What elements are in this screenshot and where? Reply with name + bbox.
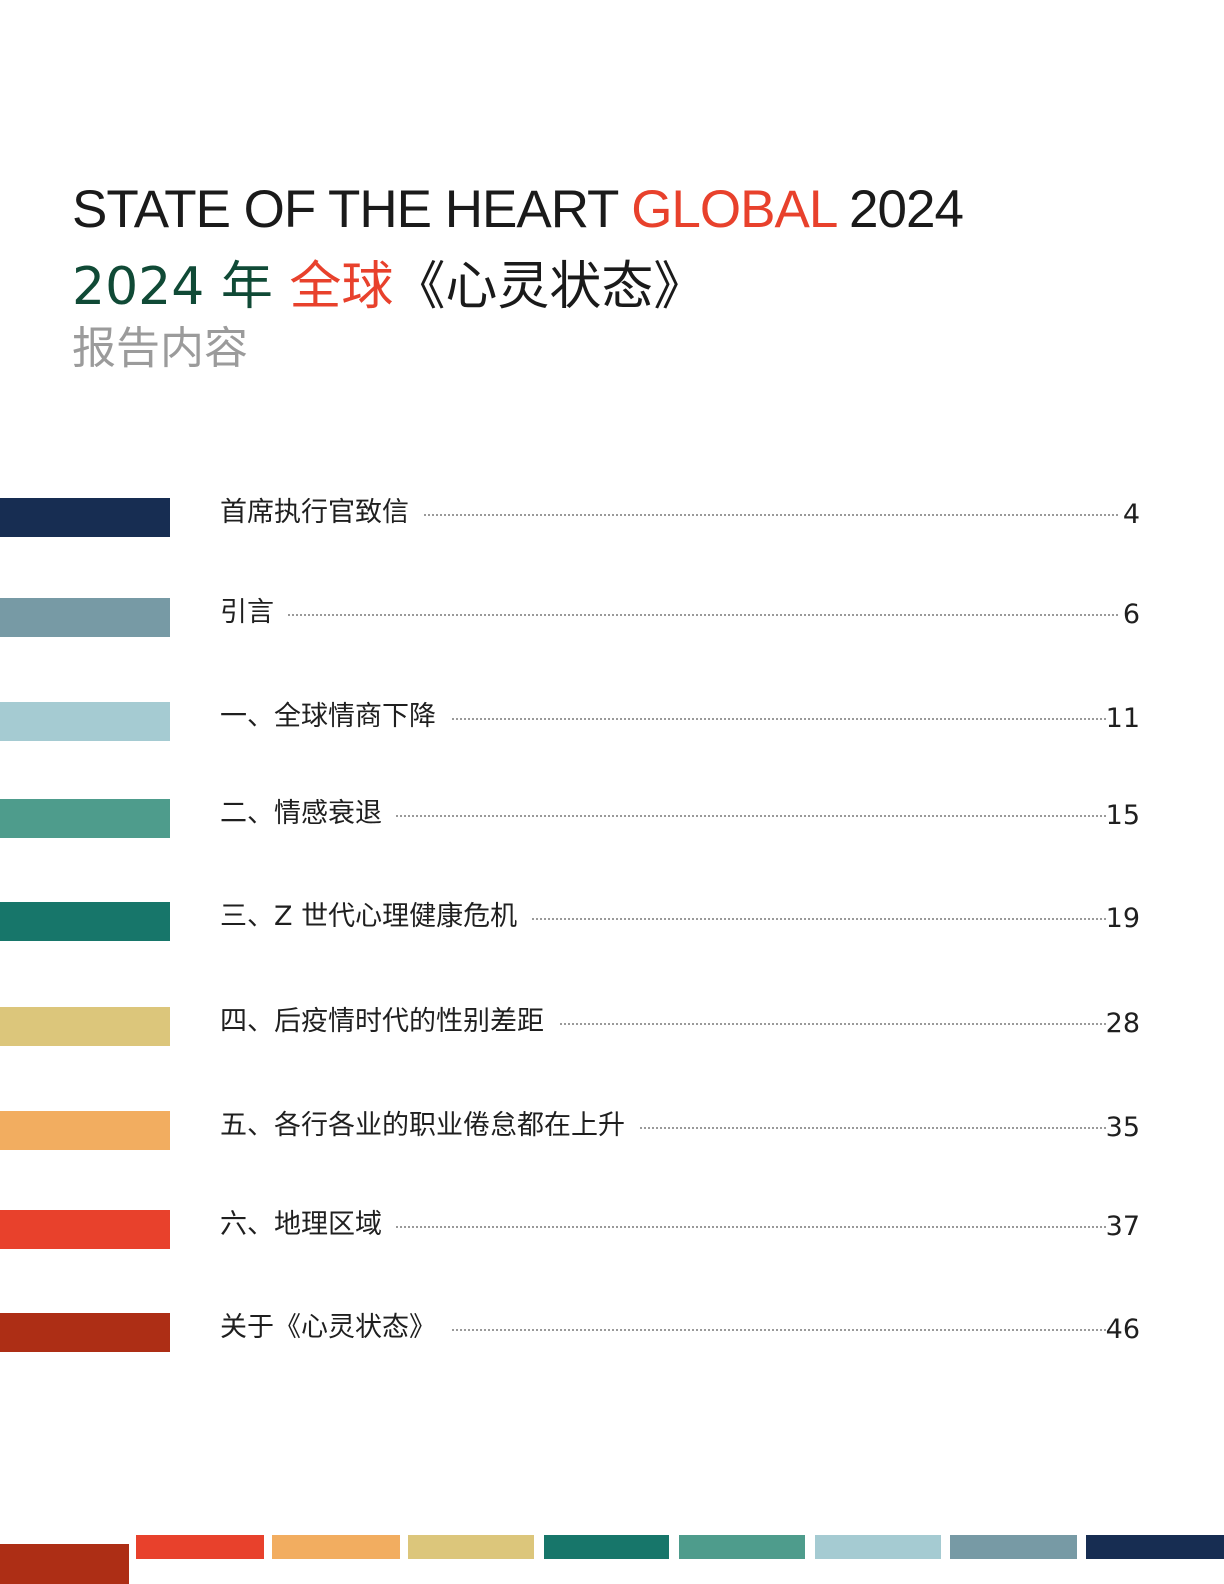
toc-leader-dots [220,718,1118,720]
toc-row[interactable]: 六、地理区域 37 [0,1210,1224,1250]
toc-entry-label[interactable]: 首席执行官致信 [220,498,423,528]
toc-page-number: 35 [1105,1112,1140,1143]
title-chinese: 2024 年 全球《心灵状态》 [72,254,705,320]
footer-color-block [544,1535,669,1559]
toc-leader-dots [220,514,1118,516]
toc-color-bar [0,498,170,537]
title-english-accent: GLOBAL [631,180,836,239]
toc-leader-dots [220,815,1118,817]
title-english: STATE OF THE HEART GLOBAL 2024 [72,178,964,242]
footer-color-block [679,1535,805,1559]
toc-color-bar [0,1111,170,1150]
footer-color-block [950,1535,1077,1559]
toc-row[interactable]: 引言 6 [0,598,1224,638]
toc-entry-label[interactable]: 一、全球情商下降 [220,702,450,732]
toc-color-bar [0,598,170,637]
footer-color-block [408,1535,534,1559]
toc-entry-label[interactable]: 关于《心灵状态》 [220,1313,450,1343]
toc-leader-dots [220,1127,1118,1129]
toc-entry-label[interactable]: 六、地理区域 [220,1210,396,1240]
toc-entry-label[interactable]: 引言 [220,598,288,628]
title-english-part2: 2024 [835,180,964,239]
title-chinese-year: 2024 年 [72,257,290,317]
toc-entry-label[interactable]: 四、后疫情时代的性别差距 [220,1007,558,1037]
title-english-part1: STATE OF THE HEART [72,180,632,239]
title-chinese-accent: 全球 [289,257,394,317]
toc-page-number: 37 [1105,1211,1140,1242]
toc-leader-dots [220,918,1118,920]
toc-color-bar [0,799,170,838]
toc-row[interactable]: 五、各行各业的职业倦怠都在上升 35 [0,1111,1224,1151]
toc-page-number: 11 [1105,703,1140,734]
toc-row[interactable]: 四、后疫情时代的性别差距 28 [0,1007,1224,1047]
toc-row[interactable]: 关于《心灵状态》 46 [0,1313,1224,1353]
toc-leader-dots [220,1329,1118,1331]
toc-leader-dots [220,1226,1118,1228]
toc-leader-dots [220,614,1118,616]
toc-page-number: 19 [1105,903,1140,934]
toc-leader-dots [220,1023,1118,1025]
footer-color-block [272,1535,400,1559]
toc-color-bar [0,1210,170,1249]
toc-row[interactable]: 二、情感衰退 15 [0,799,1224,839]
footer-color-block [0,1544,129,1584]
toc-page-number: 4 [1122,499,1140,530]
toc-page-number: 46 [1105,1314,1140,1345]
footer-color-block [815,1535,941,1559]
toc-row[interactable]: 三、Z 世代心理健康危机 19 [0,902,1224,942]
toc-color-bar [0,1007,170,1046]
toc-entry-label[interactable]: 二、情感衰退 [220,799,396,829]
toc-entry-label[interactable]: 三、Z 世代心理健康危机 [220,902,532,932]
footer-color-block [1086,1535,1224,1559]
footer-color-block [136,1535,264,1559]
toc-entry-label[interactable]: 五、各行各业的职业倦怠都在上升 [220,1111,639,1141]
toc-page-number: 28 [1105,1008,1140,1039]
toc-color-bar [0,1313,170,1352]
contents-heading: 报告内容 [72,323,248,374]
toc-row[interactable]: 首席执行官致信 4 [0,498,1224,538]
toc-color-bar [0,702,170,741]
toc-page-number: 15 [1105,800,1140,831]
title-chinese-rest: 《心灵状态》 [393,257,706,317]
toc-row[interactable]: 一、全球情商下降 11 [0,702,1224,742]
toc-page-number: 6 [1122,599,1140,630]
toc-color-bar [0,902,170,941]
